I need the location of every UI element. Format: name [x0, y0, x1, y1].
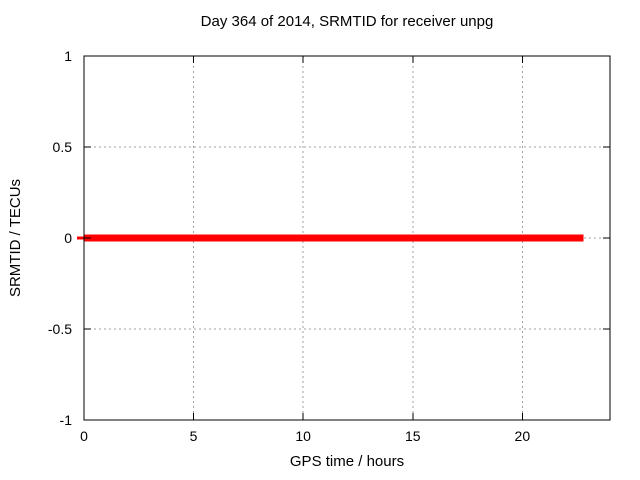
- y-tick-label: -1: [60, 412, 73, 428]
- tick-labels: 0 5 10 15 20 -1 -0.5 0 0.5 1: [48, 48, 530, 444]
- y-tick-label: 1: [64, 48, 72, 64]
- series-left-edge-tick: [77, 236, 84, 240]
- chart-title: Day 364 of 2014, SRMTID for receiver unp…: [201, 13, 494, 30]
- y-tick-label: -0.5: [48, 321, 72, 337]
- y-tick-label: 0: [64, 230, 72, 246]
- x-tick-label: 10: [295, 428, 311, 444]
- x-tick-label: 5: [190, 428, 198, 444]
- data-series: [77, 234, 584, 242]
- axes-frame-and-ticks: [83, 55, 611, 421]
- y-axis-label: SRMTID / TECUs: [7, 179, 24, 297]
- y-tick-label: 0.5: [53, 139, 73, 155]
- x-axis-label: GPS time / hours: [290, 453, 404, 470]
- x-tick-label: 20: [515, 428, 531, 444]
- x-tick-label: 0: [80, 428, 88, 444]
- x-tick-label: 15: [405, 428, 421, 444]
